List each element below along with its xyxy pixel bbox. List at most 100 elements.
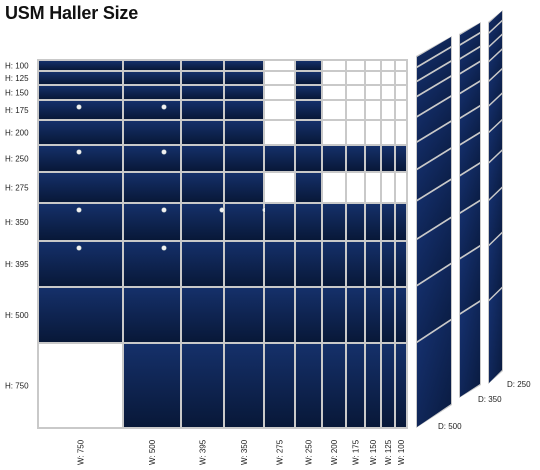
depth-panel-cell: [460, 133, 480, 175]
empty-cell: [366, 121, 380, 144]
empty-cell: [347, 61, 364, 70]
depth-label: D: 350: [478, 395, 502, 404]
depth-panel-cell: [417, 149, 451, 200]
panel-cell: [182, 344, 223, 427]
depth-panel-cell: [489, 11, 502, 32]
row-label: H: 200: [5, 129, 29, 138]
depth-panel-cell: [460, 82, 480, 118]
panel-cell: [39, 288, 122, 342]
panel-cell: [225, 72, 263, 84]
row-label: H: 750: [5, 382, 29, 391]
empty-cell: [396, 72, 406, 84]
empty-cell: [396, 61, 406, 70]
panel-cell: [225, 101, 263, 119]
panel-cell: [323, 288, 345, 342]
panel-cell: [323, 204, 345, 240]
empty-cell: [265, 72, 294, 84]
knob-icon: [161, 104, 167, 110]
depth-panel-cell: [417, 77, 451, 116]
panel-cell: [39, 61, 122, 70]
empty-cell: [265, 121, 294, 144]
panel-cell: [182, 86, 223, 99]
knob-icon: [76, 104, 82, 110]
panel-cell: [296, 61, 321, 70]
depth-panel-strip: D: 250: [488, 10, 531, 389]
panel-cell: [396, 344, 406, 427]
depth-panel-cell: [489, 94, 502, 132]
depth-panel-cell: [417, 122, 451, 169]
panel-cell: [296, 288, 321, 342]
panel-cell: [225, 86, 263, 99]
row-label: H: 500: [5, 311, 29, 320]
empty-cell: [265, 86, 294, 99]
panel-cell: [396, 204, 406, 240]
panel-cell: [296, 72, 321, 84]
panel-cell: [225, 288, 263, 342]
depth-panel-cell: [460, 246, 480, 313]
panel-cell: [396, 146, 406, 171]
depth-panel-cell: [489, 50, 502, 81]
depth-panel-cell: [417, 264, 451, 342]
row-label: H: 150: [5, 89, 29, 98]
panel-cell: [124, 288, 180, 342]
panel-cell: [39, 72, 122, 84]
panel-cell: [366, 242, 380, 286]
empty-cell: [347, 101, 364, 119]
depth-panel-cell: [460, 23, 480, 44]
column-label: W: 100: [397, 439, 406, 465]
empty-cell: [265, 101, 294, 119]
empty-cell: [323, 86, 345, 99]
empty-cell: [265, 173, 294, 202]
panel-cell: [347, 242, 364, 286]
panel-cell: [366, 288, 380, 342]
column-label: W: 175: [352, 439, 361, 465]
panel-cell: [323, 146, 345, 171]
empty-cell: [366, 101, 380, 119]
column-labels: W: 750 W: 500 W: 395 W: 350 W: 275 W: 250 W: 2…: [77, 439, 407, 465]
column-label: W: 350: [240, 439, 249, 465]
panel-cell: [124, 72, 180, 84]
panel-cell: [225, 344, 263, 427]
empty-cell: [323, 173, 345, 202]
empty-cell: [382, 72, 394, 84]
depth-panel-cell: [489, 288, 502, 383]
depth-panels: D: 500 D: 350 D: 250: [416, 10, 531, 431]
column-label: W: 250: [305, 439, 314, 465]
row-labels: H: 100 H: 125 H: 150 H: 175 H: 200 H: 250 H: 2…: [5, 62, 29, 391]
empty-cell: [382, 86, 394, 99]
empty-cell: [382, 173, 394, 202]
panel-cell: [182, 146, 223, 171]
empty-cell: [347, 121, 364, 144]
empty-cell: [347, 72, 364, 84]
panel-cell: [296, 101, 321, 119]
panel-cell: [347, 288, 364, 342]
knob-icon: [161, 149, 167, 155]
panel-cell: [124, 344, 180, 427]
depth-panel-cell: [489, 151, 502, 200]
panel-cell: [265, 146, 294, 171]
column-label: W: 200: [330, 439, 339, 465]
panel-cell: [39, 101, 122, 119]
panel-cell: [382, 288, 394, 342]
empty-cell: [396, 86, 406, 99]
depth-panel-cell: [417, 97, 451, 141]
panel-cell: [182, 61, 223, 70]
knob-icon: [76, 207, 82, 213]
row-label: H: 175: [5, 106, 29, 115]
panel-cell: [182, 204, 223, 240]
panel-cell: [225, 204, 263, 240]
panel-cell: [182, 101, 223, 119]
row-label: H: 395: [5, 260, 29, 269]
depth-panel-cell: [417, 48, 451, 81]
panel-cell: [225, 61, 263, 70]
panel-cell: [182, 288, 223, 342]
row-label: H: 125: [5, 74, 29, 83]
knob-icon: [76, 245, 82, 251]
knob-icon: [161, 245, 167, 251]
depth-panel-cell: [489, 188, 502, 245]
panel-cell: [265, 288, 294, 342]
depth-panel-cell: [460, 201, 480, 258]
panel-cell: [366, 344, 380, 427]
column-label: W: 125: [384, 439, 393, 465]
depth-panel-cell: [489, 35, 502, 61]
